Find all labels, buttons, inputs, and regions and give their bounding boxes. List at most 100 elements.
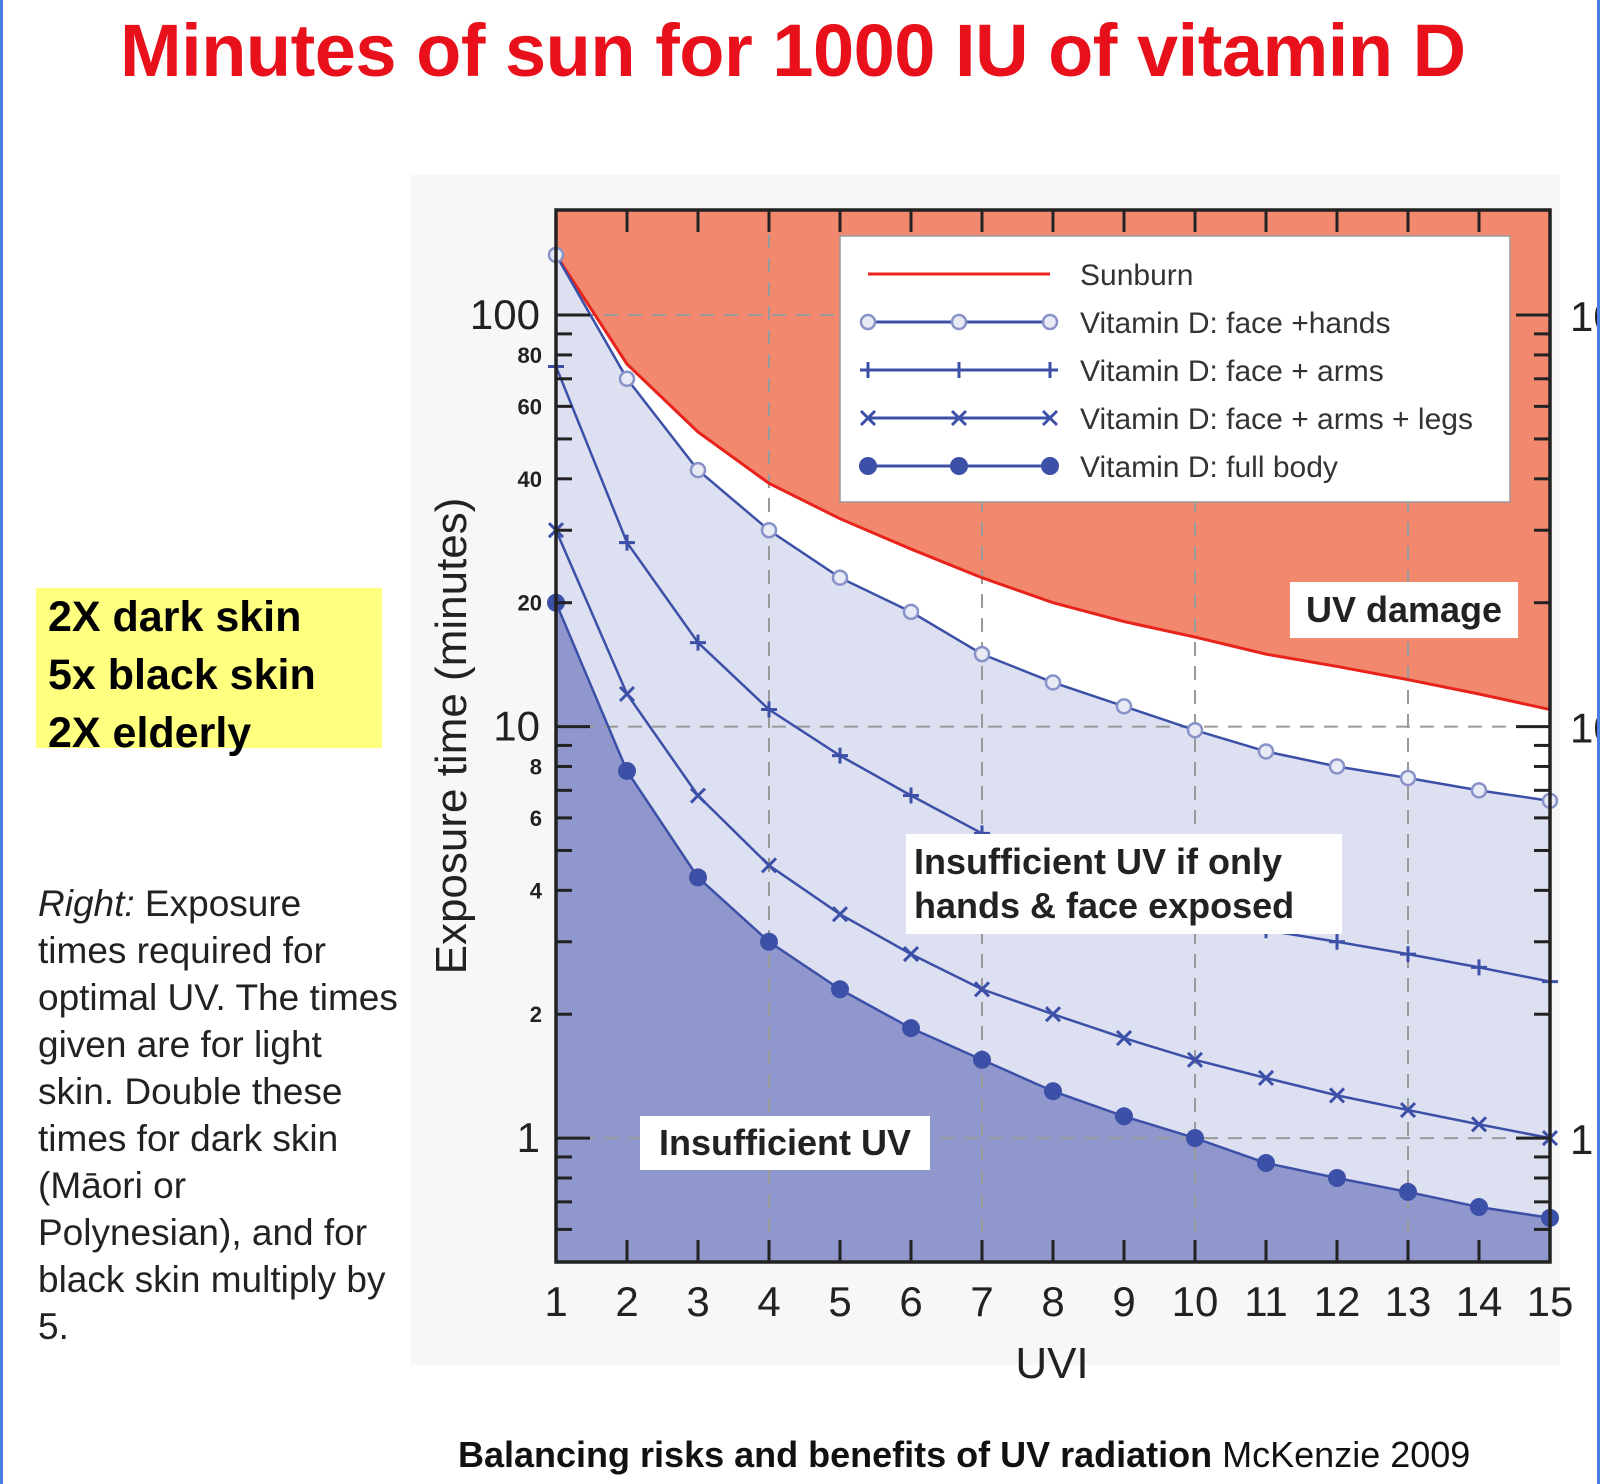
x-tick-label-8: 8 xyxy=(1041,1278,1064,1325)
series-3-point-8 xyxy=(1044,1006,1062,1023)
series-1-point-4 xyxy=(760,521,778,539)
x-tick-label-7: 7 xyxy=(970,1278,993,1325)
x-tick-label-14: 14 xyxy=(1456,1278,1503,1325)
legend-item-4: Vitamin D: full body xyxy=(859,451,1338,484)
annotation-insufficient-hands-face: Insufficient UV if only hands & face exp… xyxy=(906,834,1342,934)
legend-marker-1 xyxy=(950,313,968,331)
selection-edge-left xyxy=(0,0,3,1484)
skin-note-elderly: 2X elderly xyxy=(48,709,252,757)
side-note: Right: Exposure times required for optim… xyxy=(38,880,398,1350)
x-axis-label: UVI xyxy=(1015,1339,1088,1388)
y-tick-label-20: 20 xyxy=(518,591,542,616)
source-citation: Balancing risks and benefits of UV radia… xyxy=(458,1434,1470,1476)
series-4-point-2 xyxy=(618,761,636,780)
series-4-point-10 xyxy=(1186,1129,1204,1148)
legend: Sunburn Vitamin D: face +hands Vitamin D: … xyxy=(839,235,1511,503)
y-tick-label-right-10: 10 xyxy=(1570,705,1600,752)
series-1-point-2 xyxy=(618,370,636,388)
x-tick-label-3: 3 xyxy=(686,1278,709,1325)
skin-multiplier-box: 2X dark skin 5x black skin 2X elderly xyxy=(36,588,382,757)
x-tick-label-10: 10 xyxy=(1172,1278,1219,1325)
legend-marker-2 xyxy=(1041,409,1059,427)
y-tick-label-6: 6 xyxy=(530,806,542,831)
y-tick-label-2: 2 xyxy=(530,1002,542,1027)
region-insufficient-uv xyxy=(556,602,1550,1262)
y-axis-label: Exposure time (minutes) xyxy=(427,498,476,975)
series-1-point-9 xyxy=(1115,698,1133,715)
series-3-point-11 xyxy=(1257,1069,1275,1087)
series-2-point-2 xyxy=(619,534,635,551)
series-3-point-7 xyxy=(973,981,991,998)
annotation-insufficient-hands-face-bg xyxy=(906,834,1342,934)
source-citation-author: McKenzie 2009 xyxy=(1212,1434,1471,1475)
annotation-insufficient-hands-face-line1: Insufficient UV if only xyxy=(914,841,1282,882)
y-tick-label-40: 40 xyxy=(518,467,542,492)
series-3-point-4 xyxy=(760,857,778,874)
series-1-point-6 xyxy=(902,603,920,621)
series-1-point-12 xyxy=(1328,758,1346,775)
annotation-uv-damage: UV damage xyxy=(1290,582,1518,638)
legend-item-1: Vitamin D: face +hands xyxy=(859,307,1390,340)
series-3-point-5 xyxy=(831,906,849,923)
series-1-point-8 xyxy=(1044,674,1062,691)
annotation-uv-damage-bg xyxy=(1290,582,1518,638)
selection-edge-right xyxy=(1597,0,1600,1484)
series-4-point-3 xyxy=(689,868,707,887)
series-1-point-3 xyxy=(689,461,707,479)
x-tick-label-2: 2 xyxy=(615,1278,638,1325)
series-4-point-7 xyxy=(973,1050,991,1069)
series-3-point-9 xyxy=(1115,1030,1133,1047)
legend-marker-0 xyxy=(859,457,877,475)
series-1-point-10 xyxy=(1186,721,1204,739)
legend-marker-0 xyxy=(860,362,876,378)
series-3-point-2 xyxy=(618,685,636,703)
legend-marker-2 xyxy=(1041,457,1059,475)
legend-marker-1 xyxy=(950,409,968,427)
annotation-insufficient-uv-text: Insufficient UV xyxy=(659,1122,911,1163)
series-4-point-6 xyxy=(902,1019,920,1038)
x-tick-label-11: 11 xyxy=(1244,1278,1288,1325)
series-1-point-14 xyxy=(1470,782,1488,799)
series-4-point-11 xyxy=(1257,1154,1275,1173)
series-4-point-4 xyxy=(760,932,778,951)
series-2-point-12 xyxy=(1329,933,1345,950)
series-4-point-14 xyxy=(1470,1198,1488,1217)
legend-label: Vitamin D: face +hands xyxy=(1080,307,1390,340)
series-3-point-3 xyxy=(689,787,707,804)
series-2-point-14 xyxy=(1471,959,1487,976)
x-tick-label-13: 13 xyxy=(1385,1278,1432,1325)
y-tick-label-1: 1 xyxy=(517,1114,540,1161)
legend-marker-2 xyxy=(1041,313,1059,331)
legend-item-3: Vitamin D: face + arms + legs xyxy=(859,403,1473,436)
series-4-point-9 xyxy=(1115,1107,1133,1126)
legend-marker-2 xyxy=(1042,362,1058,378)
series-3-point-6 xyxy=(902,946,920,963)
legend-label: Vitamin D: face + arms + legs xyxy=(1080,403,1473,436)
annotation-insufficient-hands-face-line2: hands & face exposed xyxy=(914,885,1294,926)
skin-note-black: 5x black skin xyxy=(48,651,316,699)
series-3-point-14 xyxy=(1470,1116,1488,1133)
series-3-point-13 xyxy=(1399,1101,1417,1119)
legend-label: Vitamin D: face + arms xyxy=(1080,355,1384,388)
series-2-point-4 xyxy=(761,701,777,718)
x-tick-label-4: 4 xyxy=(757,1278,780,1325)
series-3-point-12 xyxy=(1328,1087,1346,1104)
series-1-point-5 xyxy=(831,569,849,586)
x-tick-label-15: 15 xyxy=(1527,1278,1574,1325)
x-tick-label-5: 5 xyxy=(828,1278,851,1325)
series-1-point-7 xyxy=(973,645,991,663)
y-tick-label-8: 8 xyxy=(530,754,542,779)
legend-marker-0 xyxy=(859,313,877,331)
x-tick-label-12: 12 xyxy=(1314,1278,1361,1325)
series-4-point-13 xyxy=(1399,1182,1417,1201)
page-title: Minutes of sun for 1000 IU of vitamin D xyxy=(120,9,1466,92)
y-tick-label-80: 80 xyxy=(518,343,542,368)
y-tick-label-100: 100 xyxy=(470,291,540,338)
annotation-insufficient-uv: Insufficient UV xyxy=(640,1116,930,1170)
y-tick-label-right-1: 1 xyxy=(1570,1116,1593,1163)
legend-marker-0 xyxy=(859,409,877,427)
legend-marker-1 xyxy=(950,457,968,475)
annotation-uv-damage-text: UV damage xyxy=(1306,589,1502,630)
source-citation-title: Balancing risks and benefits of UV radia… xyxy=(458,1434,1213,1475)
legend-marker-1 xyxy=(951,362,967,378)
